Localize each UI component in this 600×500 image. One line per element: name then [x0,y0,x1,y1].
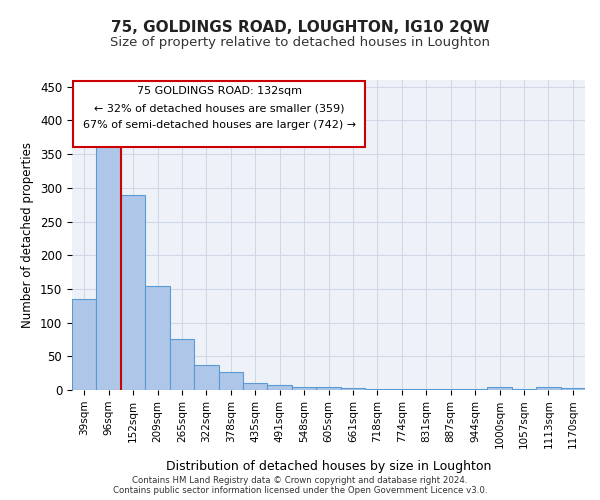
Bar [97,140,121,390]
X-axis label: Distribution of detached houses by size in Loughton: Distribution of detached houses by size … [166,460,491,472]
Bar [121,194,145,390]
Bar [341,388,365,390]
Text: 75 GOLDINGS ROAD: 132sqm: 75 GOLDINGS ROAD: 132sqm [137,86,302,97]
Bar [292,386,316,390]
Bar [72,299,97,390]
Bar [487,386,512,390]
Bar [365,388,389,390]
Y-axis label: Number of detached properties: Number of detached properties [22,142,34,328]
Text: Contains HM Land Registry data © Crown copyright and database right 2024.
Contai: Contains HM Land Registry data © Crown c… [113,476,487,495]
Bar [243,384,268,390]
Bar [560,388,585,390]
Text: ← 32% of detached houses are smaller (359): ← 32% of detached houses are smaller (35… [94,104,344,114]
Bar [145,286,170,390]
Bar [536,386,560,390]
Bar [316,386,341,390]
Bar [268,386,292,390]
FancyBboxPatch shape [73,82,365,148]
Text: 75, GOLDINGS ROAD, LOUGHTON, IG10 2QW: 75, GOLDINGS ROAD, LOUGHTON, IG10 2QW [110,20,490,35]
Text: Size of property relative to detached houses in Loughton: Size of property relative to detached ho… [110,36,490,49]
Bar [194,365,218,390]
Bar [218,372,243,390]
Bar [170,340,194,390]
Text: 67% of semi-detached houses are larger (742) →: 67% of semi-detached houses are larger (… [83,120,356,130]
